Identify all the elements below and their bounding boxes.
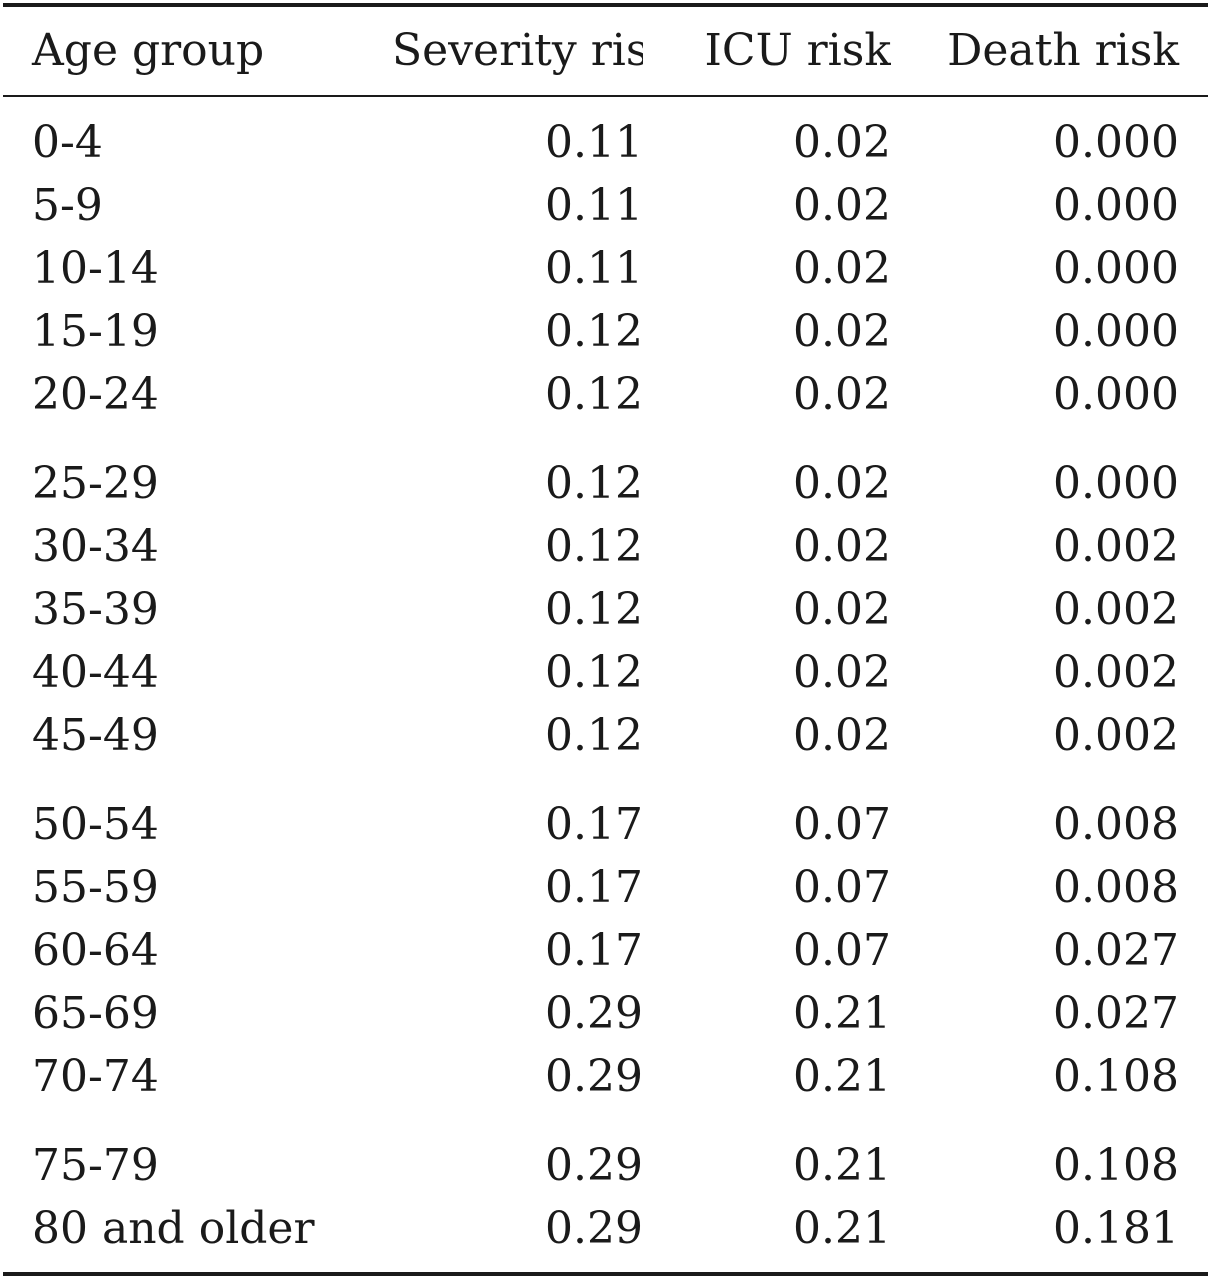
cell-age-group: 80 and older <box>32 1203 315 1254</box>
cell-age-group: 35-39 <box>32 584 159 635</box>
cell-icu-risk: 0.02 <box>793 306 891 357</box>
cell-age-group: 45-49 <box>32 710 159 761</box>
cell-severity-risk: 0.11 <box>545 243 643 294</box>
cell-age-group: 50-54 <box>32 799 159 850</box>
cell-icu-risk: 0.21 <box>793 1051 891 1102</box>
risk-table: Age group Severity risk ICU risk Death r… <box>3 0 1208 1276</box>
cell-severity-risk: 0.12 <box>545 584 643 635</box>
table-row: 60-64 0.17 0.07 0.027 <box>3 919 1208 982</box>
header-severity-risk: Severity risk <box>392 25 643 76</box>
cell-death-risk: 0.000 <box>1053 180 1179 231</box>
cell-age-group: 10-14 <box>32 243 159 294</box>
cell-icu-risk: 0.02 <box>793 458 891 509</box>
cell-icu-risk: 0.07 <box>793 862 891 913</box>
header-row: Age group Severity risk ICU risk Death r… <box>3 7 1208 95</box>
cell-icu-risk: 0.21 <box>793 988 891 1039</box>
cell-age-group: 30-34 <box>32 521 159 572</box>
cell-icu-risk: 0.02 <box>793 243 891 294</box>
cell-icu-risk: 0.21 <box>793 1140 891 1191</box>
table-row: 5-9 0.11 0.02 0.000 <box>3 174 1208 237</box>
cell-death-risk: 0.027 <box>1053 988 1179 1039</box>
cell-severity-risk: 0.12 <box>545 306 643 357</box>
cell-age-group: 40-44 <box>32 647 159 698</box>
cell-icu-risk: 0.07 <box>793 925 891 976</box>
cell-severity-risk: 0.11 <box>545 180 643 231</box>
table-row: 25-29 0.12 0.02 0.000 <box>3 452 1208 515</box>
cell-icu-risk: 0.02 <box>793 521 891 572</box>
cell-severity-risk: 0.12 <box>545 521 643 572</box>
cell-icu-risk: 0.02 <box>793 647 891 698</box>
cell-age-group: 60-64 <box>32 925 159 976</box>
cell-death-risk: 0.008 <box>1053 862 1179 913</box>
cell-icu-risk: 0.02 <box>793 710 891 761</box>
cell-severity-risk: 0.29 <box>545 1140 643 1191</box>
table-header: Age group Severity risk ICU risk Death r… <box>3 7 1208 95</box>
cell-severity-risk: 0.12 <box>545 710 643 761</box>
cell-severity-risk: 0.12 <box>545 369 643 420</box>
table-body: 0-4 0.11 0.02 0.000 5-9 0.11 0.02 0.000 10-14 0.1… <box>3 97 1208 1272</box>
cell-death-risk: 0.008 <box>1053 799 1179 850</box>
cell-death-risk: 0.002 <box>1053 710 1179 761</box>
cell-severity-risk: 0.12 <box>545 647 643 698</box>
cell-death-risk: 0.002 <box>1053 647 1179 698</box>
table-row: 45-49 0.12 0.02 0.002 <box>3 704 1208 767</box>
cell-age-group: 65-69 <box>32 988 159 1039</box>
cell-age-group: 75-79 <box>32 1140 159 1191</box>
table-row: 55-59 0.17 0.07 0.008 <box>3 856 1208 919</box>
cell-age-group: 0-4 <box>32 117 103 168</box>
cell-severity-risk: 0.17 <box>545 799 643 850</box>
cell-age-group: 25-29 <box>32 458 159 509</box>
cell-age-group: 5-9 <box>32 180 103 231</box>
table-row: 30-34 0.12 0.02 0.002 <box>3 515 1208 578</box>
cell-death-risk: 0.000 <box>1053 458 1179 509</box>
table-row: 65-69 0.29 0.21 0.027 <box>3 982 1208 1045</box>
bottom-rule <box>3 1272 1208 1276</box>
cell-icu-risk: 0.02 <box>793 584 891 635</box>
table-row: 10-14 0.11 0.02 0.000 <box>3 237 1208 300</box>
cell-death-risk: 0.108 <box>1053 1140 1179 1191</box>
table-row: 35-39 0.12 0.02 0.002 <box>3 578 1208 641</box>
cell-death-risk: 0.000 <box>1053 117 1179 168</box>
cell-death-risk: 0.002 <box>1053 521 1179 572</box>
cell-severity-risk: 0.29 <box>545 1051 643 1102</box>
cell-icu-risk: 0.21 <box>793 1203 891 1254</box>
table-row: 70-74 0.29 0.21 0.108 <box>3 1045 1208 1108</box>
table-row: 40-44 0.12 0.02 0.002 <box>3 641 1208 704</box>
cell-icu-risk: 0.02 <box>793 117 891 168</box>
cell-death-risk: 0.181 <box>1053 1203 1179 1254</box>
header-age-group: Age group <box>32 25 265 76</box>
header-icu-risk: ICU risk <box>704 25 891 76</box>
cell-severity-risk: 0.29 <box>545 1203 643 1254</box>
mid-rule <box>3 95 1208 97</box>
table-row: 75-79 0.29 0.21 0.108 <box>3 1134 1208 1197</box>
cell-death-risk: 0.108 <box>1053 1051 1179 1102</box>
cell-severity-risk: 0.11 <box>545 117 643 168</box>
table-row: 0-4 0.11 0.02 0.000 <box>3 111 1208 174</box>
top-rule <box>3 3 1208 7</box>
cell-icu-risk: 0.02 <box>793 180 891 231</box>
cell-severity-risk: 0.29 <box>545 988 643 1039</box>
cell-age-group: 20-24 <box>32 369 159 420</box>
cell-death-risk: 0.002 <box>1053 584 1179 635</box>
cell-death-risk: 0.000 <box>1053 243 1179 294</box>
cell-death-risk: 0.027 <box>1053 925 1179 976</box>
cell-icu-risk: 0.02 <box>793 369 891 420</box>
table-row: 80 and older 0.29 0.21 0.181 <box>3 1197 1208 1260</box>
cell-age-group: 15-19 <box>32 306 159 357</box>
cell-severity-risk: 0.17 <box>545 925 643 976</box>
cell-death-risk: 0.000 <box>1053 306 1179 357</box>
table-row: 20-24 0.12 0.02 0.000 <box>3 363 1208 426</box>
cell-icu-risk: 0.07 <box>793 799 891 850</box>
cell-age-group: 55-59 <box>32 862 159 913</box>
header-death-risk: Death risk <box>947 25 1179 76</box>
cell-age-group: 70-74 <box>32 1051 159 1102</box>
table-row: 15-19 0.12 0.02 0.000 <box>3 300 1208 363</box>
table-row: 50-54 0.17 0.07 0.008 <box>3 793 1208 856</box>
cell-severity-risk: 0.17 <box>545 862 643 913</box>
cell-severity-risk: 0.12 <box>545 458 643 509</box>
cell-death-risk: 0.000 <box>1053 369 1179 420</box>
